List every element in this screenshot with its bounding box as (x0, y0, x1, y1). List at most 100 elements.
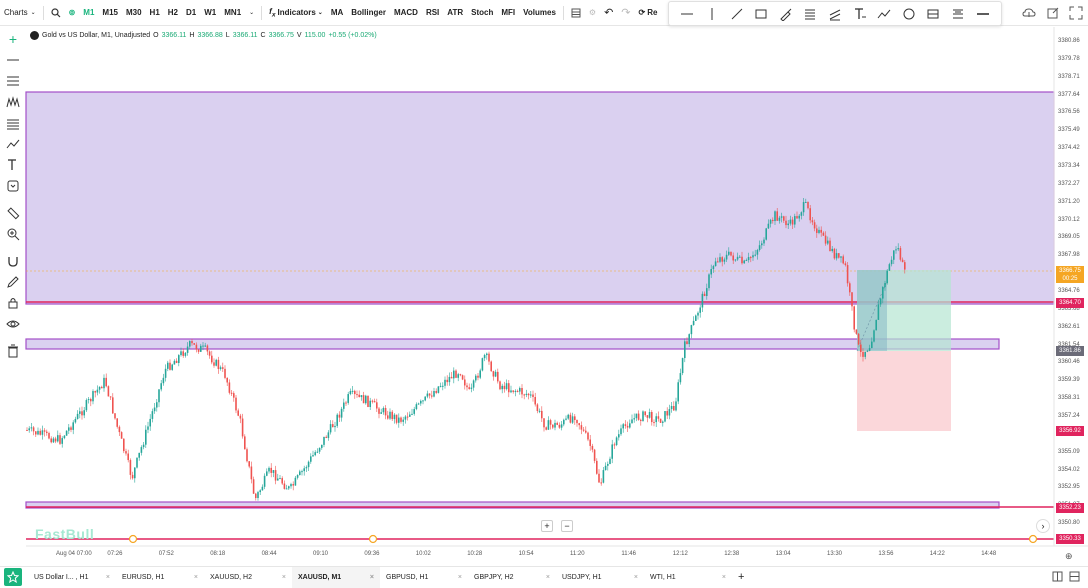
mid-zone[interactable] (25, 338, 1000, 350)
close-icon[interactable]: × (721, 573, 726, 581)
ruler-icon[interactable] (4, 204, 22, 222)
fib-retracement-icon[interactable] (802, 6, 818, 22)
indicator-stoch[interactable]: Stoch (471, 8, 494, 17)
close-icon[interactable]: × (545, 573, 550, 581)
layout-grid-icon[interactable] (1052, 571, 1063, 584)
timeframe-w1[interactable]: W1 (204, 8, 217, 17)
zoom-in-button[interactable]: + (541, 520, 553, 532)
timeframe-mn1[interactable]: MN1 (224, 8, 242, 17)
symbol-title[interactable]: Gold vs US Dollar, M1, Unadjusted (42, 32, 151, 39)
close-icon[interactable]: × (369, 573, 374, 581)
tab-eurusd[interactable]: EURUSD, H1 × (116, 567, 204, 588)
zoom-out-button[interactable]: − (561, 520, 573, 532)
timeframe-h1[interactable]: H1 (149, 8, 160, 17)
text-icon[interactable] (4, 156, 22, 174)
fullscreen-icon[interactable] (1069, 6, 1083, 20)
position-loss-zone[interactable] (857, 351, 951, 431)
resistance-zone[interactable] (25, 91, 1055, 305)
indicator-ma[interactable]: MA (330, 8, 344, 17)
indicator-mfi[interactable]: MFI (501, 8, 516, 17)
candle-body (94, 391, 96, 393)
close-icon[interactable]: × (281, 573, 286, 581)
tab-wti[interactable]: WTI, H1 × (644, 567, 732, 588)
tab-usdjpy[interactable]: USDJPY, H1 × (556, 567, 644, 588)
candle-body (587, 432, 589, 440)
fib-levels-icon[interactable] (4, 72, 22, 90)
pattern-icon[interactable] (4, 93, 22, 111)
trend-line-icon[interactable] (729, 6, 745, 22)
close-icon[interactable]: × (633, 573, 638, 581)
parallel-channel-icon[interactable] (827, 6, 843, 22)
scroll-right-icon[interactable]: › (1036, 519, 1050, 533)
brush-icon[interactable] (778, 6, 794, 22)
layout-list-icon[interactable] (1069, 571, 1080, 584)
support-zone[interactable] (25, 501, 1000, 509)
axis-settings-icon[interactable]: ⊕ (1065, 551, 1073, 561)
tab-gbpjpy[interactable]: GBPJPY, H2 × (468, 567, 556, 588)
horizontal-line-icon[interactable] (679, 6, 695, 22)
charts-dropdown[interactable]: Charts ⌄ (0, 0, 40, 26)
indicator-macd[interactable]: MACD (393, 8, 418, 17)
candle-body (613, 444, 616, 446)
settings-icon[interactable]: ⚙ (588, 8, 597, 17)
line-handle[interactable] (1028, 534, 1038, 544)
indicator-bollinger[interactable]: Bollinger (351, 8, 386, 17)
rectangle-icon[interactable] (753, 6, 769, 22)
text-icon[interactable] (852, 6, 868, 22)
timeframe-d1[interactable]: D1 (186, 8, 197, 17)
favorite-star-icon[interactable] (4, 568, 22, 586)
pencil-edit-icon[interactable] (4, 273, 22, 291)
timeframe-more-icon[interactable]: ⌄ (249, 10, 255, 16)
circle-icon[interactable] (901, 6, 917, 22)
indicators-button[interactable]: fx Indicators ⌄ (265, 0, 327, 26)
layout-icon[interactable] (567, 0, 585, 26)
note-icon[interactable] (4, 177, 22, 195)
indicator-atr[interactable]: ATR (447, 8, 464, 17)
polyline-icon[interactable] (4, 135, 22, 153)
candle-body (481, 358, 484, 371)
more-tools-icon[interactable] (975, 6, 991, 22)
timeframe-m30[interactable]: M30 (125, 8, 142, 17)
lock-icon[interactable] (4, 294, 22, 312)
tab-us-dollar-index[interactable]: US Dollar I... , H1 × (28, 567, 116, 588)
timeframe-m15[interactable]: M15 (102, 8, 118, 17)
share-icon[interactable] (1046, 6, 1060, 20)
search-icon[interactable] (47, 0, 65, 26)
fib-channel-icon[interactable] (925, 6, 941, 22)
candle-body (646, 415, 649, 418)
timeframe-h2[interactable]: H2 (167, 8, 179, 17)
magnet-icon[interactable] (4, 252, 22, 270)
candle-body (483, 355, 486, 359)
vertical-line-icon[interactable] (704, 6, 720, 22)
horizontal-line-icon[interactable] (4, 51, 22, 69)
close-icon[interactable]: × (193, 573, 198, 581)
replay-button[interactable]: ⟳ Re (635, 0, 662, 26)
crosshair-icon[interactable]: + (8, 31, 18, 47)
redo-icon[interactable]: ↷ (621, 7, 631, 19)
tab-xauusd-h2[interactable]: XAUUSD, H2 × (204, 567, 292, 588)
close-icon[interactable]: × (105, 573, 110, 581)
indicator-volumes[interactable]: Volumes (523, 8, 556, 17)
candle-body (565, 418, 567, 420)
polyline-icon[interactable] (876, 6, 892, 22)
add-tab-button[interactable]: + (738, 571, 745, 583)
cloud-upload-icon[interactable] (1022, 6, 1036, 20)
tab-gbpusd[interactable]: GBPUSD, H1 × (380, 567, 468, 588)
zoom-in-icon[interactable] (4, 225, 22, 243)
timeframe-m1[interactable]: M1 (83, 8, 95, 17)
close-icon[interactable]: × (457, 573, 462, 581)
compare-icon[interactable]: ⊚ (68, 8, 76, 17)
price-axis-label: 3372.27 (1058, 180, 1080, 187)
indicator-rsi[interactable]: RSI (425, 8, 440, 17)
tab-xauusd-m1[interactable]: XAUUSD, M1 × (292, 566, 380, 588)
eye-icon[interactable] (4, 315, 22, 333)
fib-channel-icon[interactable] (4, 114, 22, 132)
trash-icon[interactable] (4, 342, 22, 360)
line-handle[interactable] (368, 534, 378, 544)
low-label: L (225, 32, 230, 39)
candle-body (527, 393, 530, 396)
gann-box-icon[interactable] (950, 6, 966, 22)
line-handle[interactable] (128, 534, 138, 544)
price-chart[interactable] (0, 0, 1088, 566)
undo-icon[interactable]: ↶ (604, 7, 614, 19)
